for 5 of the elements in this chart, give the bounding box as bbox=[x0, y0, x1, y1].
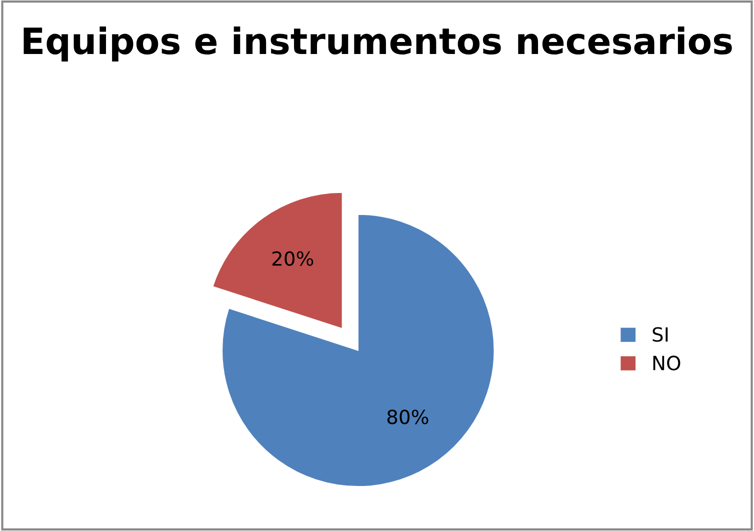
legend-label: SI bbox=[652, 327, 668, 342]
legend-label: NO bbox=[653, 356, 680, 370]
data-label: 20% bbox=[272, 251, 314, 266]
chart-title: Equipos e instrumentos necesarios bbox=[24, 26, 732, 62]
data-label: 80% bbox=[387, 410, 428, 424]
